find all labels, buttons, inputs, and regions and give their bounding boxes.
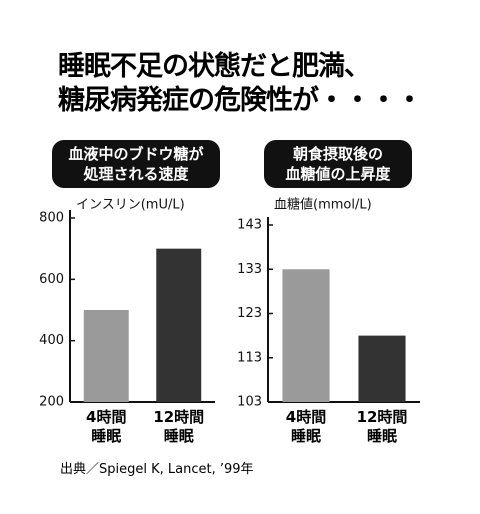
y-tick-label: 143	[237, 218, 262, 233]
y-tick-label: 800	[39, 211, 64, 226]
panel-header: 朝食摂取後の 血糖値の上昇度	[264, 140, 412, 188]
source: 出典／Spiegel K, Lancet, ’99年	[60, 462, 254, 477]
y-tick-label: 400	[39, 333, 64, 348]
y-tick-label: 113	[237, 350, 262, 365]
page-title: 睡眠不足の状態だと肥満、 糖尿病発症の危険性が・・・・	[58, 51, 423, 116]
bar	[282, 269, 330, 402]
y-tick-label: 200	[39, 395, 64, 410]
y-tick-label: 133	[237, 262, 262, 277]
y-tick-label: 600	[39, 272, 64, 287]
panel-header: 血液中のブドウ糖が 処理される速度	[52, 140, 220, 188]
bar	[358, 335, 406, 402]
y-tick-label: 103	[237, 395, 262, 410]
bar	[156, 248, 202, 402]
x-tick-label: 12時間 睡眠	[153, 408, 205, 445]
bar	[83, 310, 129, 402]
x-tick-label: 4時間 睡眠	[86, 408, 127, 445]
y-tick-label: 123	[237, 306, 262, 321]
y-axis-label: 血糖値(mmol/L)	[274, 197, 372, 213]
x-tick-label: 12時間 睡眠	[356, 408, 408, 445]
x-tick-label: 4時間 睡眠	[285, 408, 327, 445]
y-axis-label: インスリン(mU/L)	[76, 198, 185, 213]
